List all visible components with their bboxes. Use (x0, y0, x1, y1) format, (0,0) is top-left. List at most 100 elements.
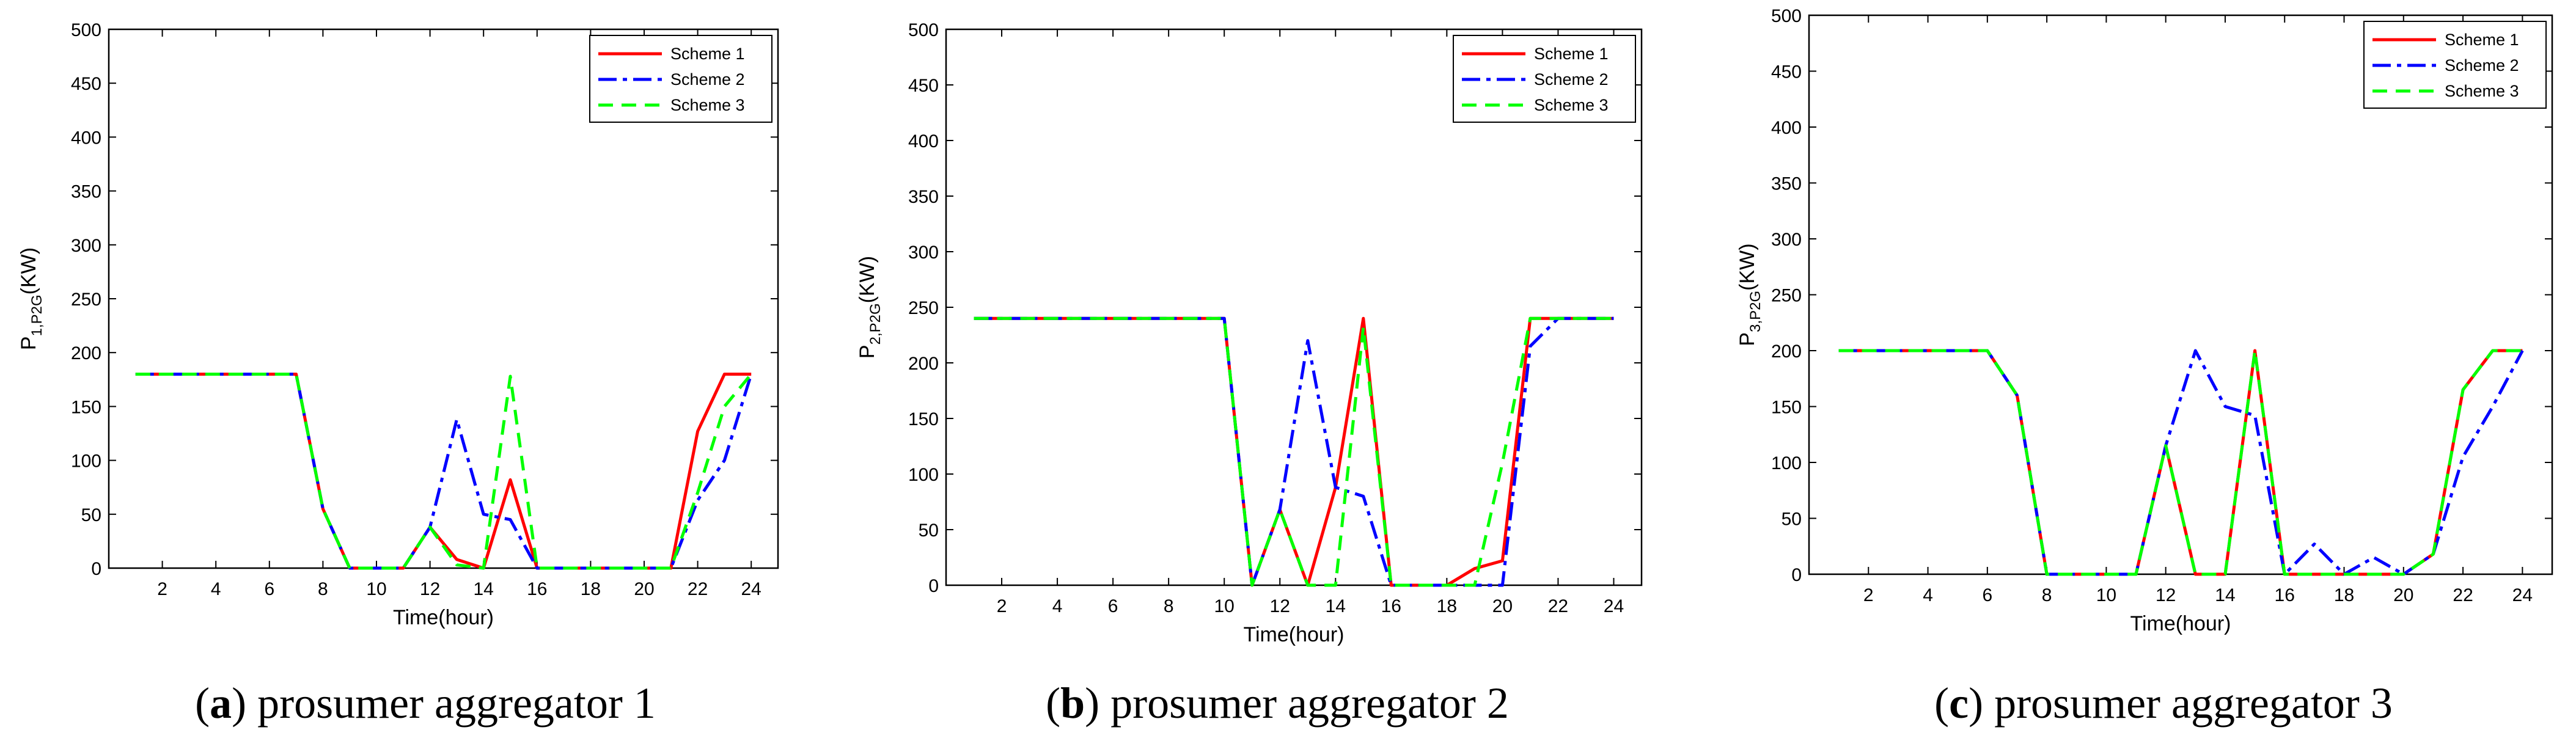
x-tick-label: 10 (2096, 585, 2116, 605)
y-tick-label: 50 (1782, 509, 1802, 530)
caption-letter: c (1949, 679, 1969, 728)
x-tick-label: 18 (1437, 596, 1457, 616)
series-line-scheme-3 (974, 316, 1614, 587)
x-tick-label: 24 (1604, 596, 1624, 616)
y-tick-label: 0 (1791, 565, 1802, 585)
y-label-main: P (1736, 332, 1759, 346)
series-line-scheme-2 (1838, 349, 2524, 576)
y-label-main: P (17, 336, 40, 350)
y-tick-label: 150 (908, 409, 939, 429)
caption-text: prosumer aggregator 3 (1983, 679, 2393, 728)
panel-caption: (b) prosumer aggregator 2 (1046, 679, 1509, 728)
y-label-subscript: 3,P2G (1747, 291, 1764, 332)
y-label-unit: (KW) (17, 247, 40, 294)
legend-label: Scheme 2 (1534, 70, 1609, 89)
x-tick-label: 2 (1863, 585, 1874, 605)
y-tick-label: 200 (1771, 341, 1802, 362)
x-tick-label: 16 (2275, 585, 2295, 605)
x-tick-label: 14 (474, 579, 494, 599)
y-axis-label: P2,P2G(KW) (856, 256, 884, 359)
y-tick-label: 500 (908, 20, 939, 40)
y-axis-label: P1,P2G(KW) (17, 247, 45, 350)
x-tick-label: 8 (318, 579, 328, 599)
x-tick-label: 16 (1381, 596, 1401, 616)
y-tick-label: 0 (928, 576, 939, 596)
panel-caption: (c) prosumer aggregator 3 (1934, 679, 2393, 728)
x-tick-label: 12 (2156, 585, 2176, 605)
caption-text: prosumer aggregator 1 (246, 679, 656, 728)
x-tick-label: 22 (2453, 585, 2473, 605)
x-axis-label: Time(hour) (1244, 623, 1345, 646)
x-tick-label: 10 (1214, 596, 1235, 616)
x-tick-label: 12 (420, 579, 440, 599)
legend-label: Scheme 3 (1534, 96, 1609, 114)
x-tick-label: 6 (1108, 596, 1118, 616)
legend-label: Scheme 1 (670, 45, 745, 63)
series-line-scheme-3 (135, 373, 753, 570)
y-tick-label: 450 (1771, 62, 1802, 82)
x-axis-label: Time(hour) (393, 606, 494, 629)
x-tick-label: 20 (634, 579, 654, 599)
legend-label: Scheme 2 (2445, 56, 2519, 75)
y-tick-label: 400 (1771, 118, 1802, 138)
y-tick-label: 300 (908, 243, 939, 263)
y-tick-label: 100 (71, 451, 101, 472)
series-line-scheme-2 (135, 373, 753, 570)
caption-close-paren: ) (232, 679, 246, 728)
y-tick-label: 350 (71, 182, 101, 202)
y-tick-label: 300 (71, 236, 101, 256)
x-tick-label: 24 (2512, 585, 2533, 605)
x-tick-label: 2 (997, 596, 1007, 616)
y-tick-label: 500 (71, 20, 101, 40)
x-tick-label: 2 (157, 579, 167, 599)
caption-letter: b (1060, 679, 1085, 728)
x-tick-label: 12 (1270, 596, 1290, 616)
x-tick-label: 20 (1492, 596, 1513, 616)
x-tick-label: 18 (2334, 585, 2354, 605)
panel-caption: (a) prosumer aggregator 1 (195, 679, 656, 728)
x-tick-label: 4 (1923, 585, 1933, 605)
caption-open-paren: ( (1934, 679, 1949, 728)
y-tick-label: 250 (71, 290, 101, 310)
x-tick-label: 4 (1052, 596, 1063, 616)
y-label-subscript: 2,P2G (867, 303, 884, 345)
legend-label: Scheme 3 (2445, 82, 2519, 100)
legend: Scheme 1 Scheme 2 Scheme 3 (2363, 21, 2547, 109)
x-axis-label: Time(hour) (2130, 612, 2231, 635)
y-tick-label: 150 (71, 397, 101, 417)
y-label-unit: (KW) (1736, 243, 1759, 290)
x-tick-label: 20 (2393, 585, 2413, 605)
legend-box (2363, 21, 2547, 109)
x-tick-label: 4 (211, 579, 221, 599)
caption-open-paren: ( (195, 679, 210, 728)
x-tick-label: 14 (2215, 585, 2235, 605)
legend-label: Scheme 1 (2445, 31, 2519, 49)
caption-text: prosumer aggregator 2 (1099, 679, 1509, 728)
x-tick-label: 24 (741, 579, 761, 599)
caption-close-paren: ) (1085, 679, 1099, 728)
y-tick-label: 200 (71, 343, 101, 363)
y-label-unit: (KW) (856, 256, 879, 303)
legend: Scheme 1 Scheme 2 Scheme 3 (1453, 35, 1636, 123)
y-tick-label: 100 (908, 465, 939, 485)
caption-open-paren: ( (1046, 679, 1060, 728)
legend-box (1453, 35, 1636, 123)
y-tick-label: 50 (81, 505, 101, 525)
y-tick-label: 300 (1771, 230, 1802, 250)
x-tick-label: 22 (688, 579, 708, 599)
x-tick-label: 6 (264, 579, 274, 599)
y-tick-label: 350 (908, 187, 939, 207)
y-tick-label: 0 (91, 559, 101, 579)
y-tick-label: 250 (908, 298, 939, 318)
y-tick-label: 100 (1771, 453, 1802, 473)
x-tick-label: 14 (1326, 596, 1346, 616)
x-tick-label: 22 (1548, 596, 1568, 616)
y-tick-label: 400 (908, 131, 939, 151)
caption-letter: a (210, 679, 232, 728)
caption-close-paren: ) (1969, 679, 1983, 728)
